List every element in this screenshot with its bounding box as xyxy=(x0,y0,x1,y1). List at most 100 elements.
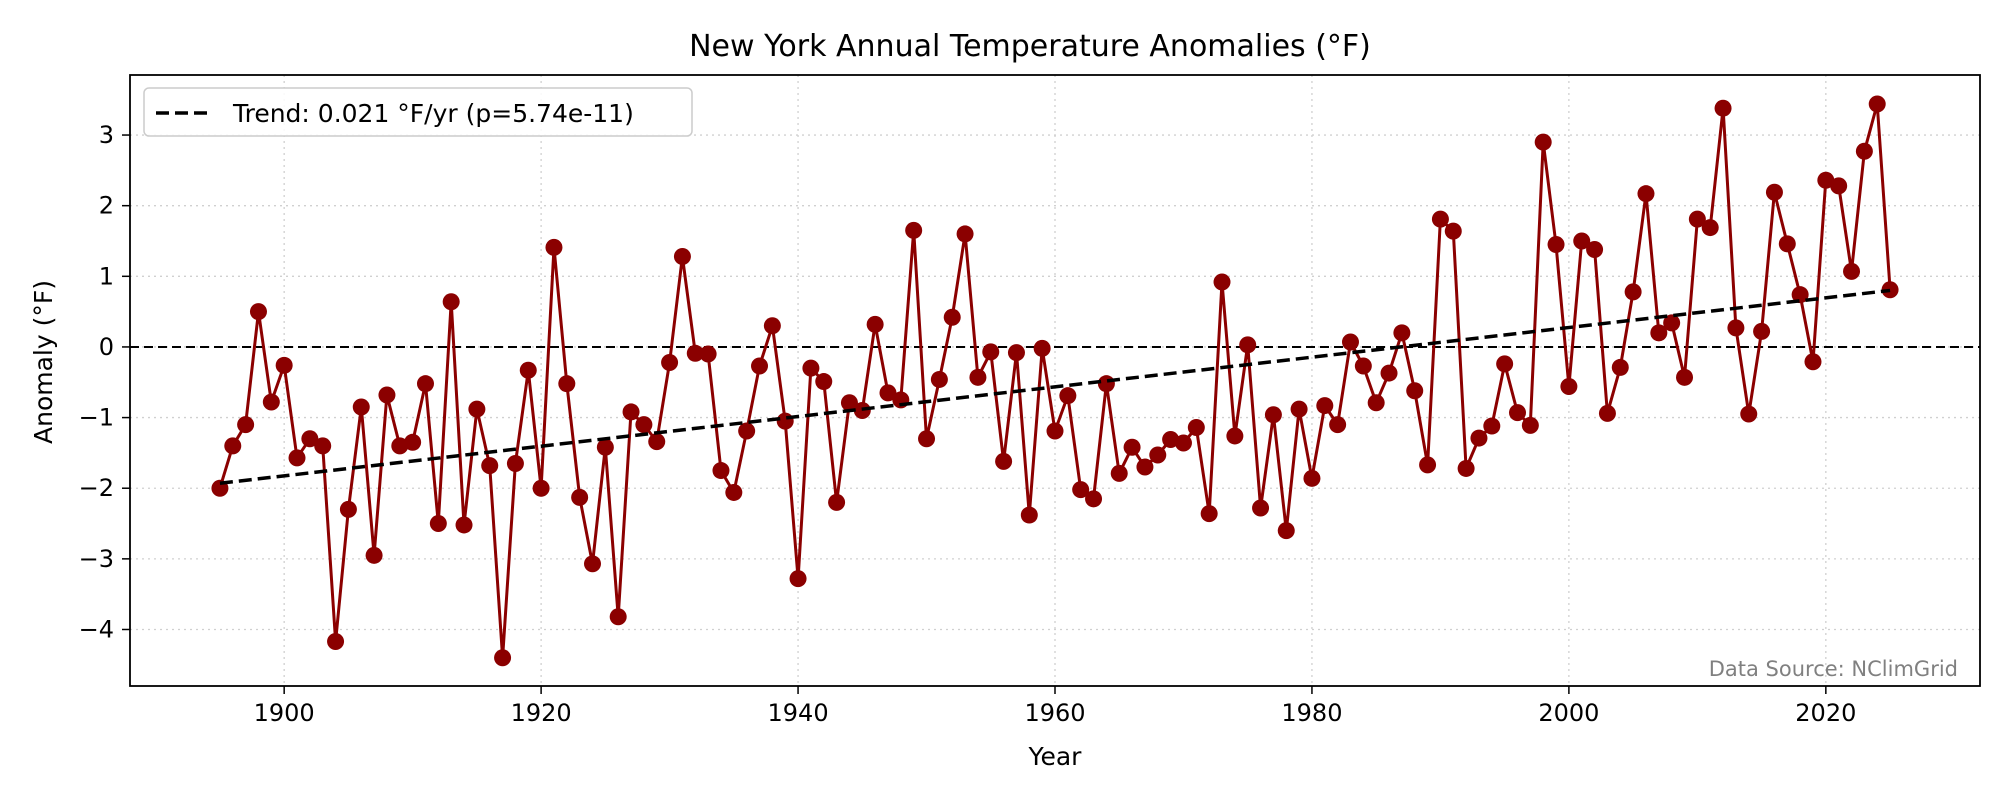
x-tick-label: 2020 xyxy=(1795,699,1856,727)
data-point xyxy=(1483,417,1501,435)
data-point xyxy=(571,488,589,506)
data-point xyxy=(352,398,370,416)
data-point xyxy=(1329,416,1347,434)
data-point xyxy=(1624,283,1642,301)
data-point xyxy=(1778,235,1796,253)
data-point xyxy=(532,479,550,497)
data-point xyxy=(763,317,781,335)
legend: Trend: 0.021 °F/yr (p=5.74e-11) xyxy=(143,87,693,137)
data-point xyxy=(622,403,640,421)
data-point xyxy=(1573,232,1591,250)
data-point xyxy=(802,359,820,377)
data-point xyxy=(1059,387,1077,405)
data-point xyxy=(673,248,691,266)
data-point xyxy=(905,221,923,239)
x-tick-label: 1900 xyxy=(254,699,315,727)
data-point xyxy=(378,386,396,404)
data-point xyxy=(584,555,601,573)
data-point xyxy=(1598,404,1616,422)
data-point xyxy=(1277,522,1295,540)
data-point xyxy=(1855,142,1873,160)
data-point xyxy=(391,437,409,455)
data-point xyxy=(789,570,807,588)
data-point xyxy=(1701,219,1719,237)
data-point xyxy=(956,225,974,243)
data-point xyxy=(1470,429,1488,447)
data-point xyxy=(1804,353,1822,371)
y-tick-label: 3 xyxy=(99,121,114,149)
series-anomaly xyxy=(211,95,1899,667)
data-point xyxy=(1791,286,1809,304)
data-point xyxy=(930,370,948,388)
data-point xyxy=(1020,506,1038,524)
data-point xyxy=(1367,394,1385,412)
data-point xyxy=(1149,446,1167,464)
chart-title: New York Annual Temperature Anomalies (°… xyxy=(689,29,1371,64)
data-point xyxy=(1123,438,1141,456)
data-point xyxy=(1406,382,1424,400)
data-point xyxy=(635,416,653,434)
y-tick-label: 1 xyxy=(99,262,114,290)
data-point xyxy=(1611,358,1629,376)
data-point xyxy=(1727,319,1745,337)
data-point xyxy=(1663,314,1681,332)
data-point xyxy=(1290,400,1308,418)
data-point xyxy=(1560,378,1578,396)
data-point xyxy=(519,361,537,379)
data-point xyxy=(506,454,524,472)
legend-box xyxy=(143,87,693,137)
grid xyxy=(130,75,1980,686)
data-point xyxy=(1187,418,1205,436)
data-point xyxy=(1303,469,1321,487)
data-point xyxy=(275,356,293,374)
data-point xyxy=(365,546,383,564)
data-point xyxy=(1817,171,1835,189)
data-point xyxy=(237,416,255,434)
data-point xyxy=(918,430,936,448)
data-point xyxy=(455,516,473,534)
data-point xyxy=(1688,210,1706,228)
data-point xyxy=(558,375,576,393)
data-point xyxy=(1341,333,1359,351)
data-point xyxy=(1072,481,1090,499)
data-point xyxy=(404,433,422,451)
data-point xyxy=(1547,236,1565,254)
data-point xyxy=(609,608,627,626)
data-point xyxy=(1136,458,1154,476)
data-point xyxy=(1457,459,1475,477)
data-point xyxy=(840,394,858,412)
data-point xyxy=(1586,240,1604,258)
data-point xyxy=(1843,262,1861,280)
data-point xyxy=(1881,281,1899,299)
data-point xyxy=(1097,375,1115,393)
x-tick-label: 2000 xyxy=(1538,699,1599,727)
data-point xyxy=(545,238,563,256)
data-point xyxy=(1239,336,1257,354)
data-point xyxy=(314,437,332,455)
data-point xyxy=(1174,434,1192,452)
data-point xyxy=(1110,464,1128,482)
data-point xyxy=(327,632,345,650)
data-point xyxy=(1676,368,1694,386)
data-point xyxy=(1226,427,1244,445)
data-point xyxy=(712,462,730,480)
data-point xyxy=(995,452,1013,470)
data-point xyxy=(339,500,357,518)
trend-line xyxy=(219,288,1891,486)
x-tick-label: 1920 xyxy=(511,699,572,727)
data-point xyxy=(1431,210,1449,228)
y-tick-label: 2 xyxy=(99,192,114,220)
data-point xyxy=(429,515,447,533)
x-tick-label: 1940 xyxy=(768,699,829,727)
legend-trend-label: Trend: 0.021 °F/yr (p=5.74e-11) xyxy=(232,99,634,128)
data-point xyxy=(1830,177,1848,195)
data-point xyxy=(815,373,833,391)
data-point xyxy=(982,343,1000,361)
data-point xyxy=(1264,406,1282,424)
data-point xyxy=(1419,456,1437,474)
data-point xyxy=(1354,357,1372,375)
data-point xyxy=(1252,499,1270,517)
data-point xyxy=(416,375,434,393)
data-point xyxy=(494,649,512,667)
